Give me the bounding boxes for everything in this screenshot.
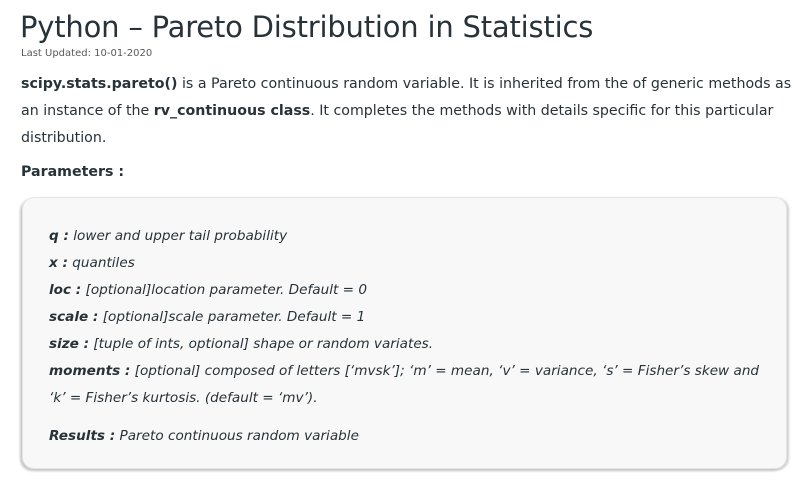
parameter-desc: [optional]location parameter. Default = … (81, 282, 368, 298)
parameter-name: loc : (49, 282, 82, 298)
intro-text-1: is a Pareto continuous random variable. … (21, 76, 792, 119)
class-name: rv_continuous class (153, 103, 311, 119)
parameter-name: moments : (49, 363, 131, 379)
parameter-q: q : lower and upper tail probability (49, 223, 769, 250)
parameter-desc: quantiles (67, 255, 135, 271)
results-desc: Pareto continuous random variable (115, 428, 359, 444)
parameter-list: q : lower and upper tail probability x :… (49, 223, 769, 412)
function-name: scipy.stats.pareto() (21, 76, 178, 92)
parameter-desc: [optional]scale parameter. Default = 1 (98, 309, 366, 325)
intro-paragraph: scipy.stats.pareto() is a Pareto continu… (21, 71, 796, 152)
results-line: Results : Pareto continuous random varia… (49, 423, 359, 450)
parameter-scale: scale : [optional]scale parameter. Defau… (49, 304, 769, 331)
parameter-name: scale : (49, 309, 99, 325)
last-updated: Last Updated: 10-01-2020 (21, 48, 153, 59)
parameter-size: size : [tuple of ints, optional] shape o… (49, 331, 769, 358)
parameter-name: x : (49, 255, 68, 271)
parameters-box: q : lower and upper tail probability x :… (22, 197, 787, 469)
parameter-x: x : quantiles (49, 250, 769, 277)
parameter-loc: loc : [optional]location parameter. Defa… (49, 277, 769, 304)
parameter-desc: [optional] composed of letters [‘mvsk’];… (49, 363, 760, 406)
intro-text-2: . It completes the methods with details … (21, 103, 774, 146)
parameters-heading: Parameters : (21, 164, 125, 180)
page-title: Python – Pareto Distribution in Statisti… (20, 10, 594, 44)
parameter-moments: moments : [optional] composed of letters… (49, 358, 769, 412)
parameter-name: q : (49, 228, 69, 244)
parameter-desc: lower and upper tail probability (68, 228, 288, 244)
parameter-desc: [tuple of ints, optional] shape or rando… (89, 336, 434, 352)
parameter-name: size : (49, 336, 90, 352)
results-label: Results : (49, 428, 116, 444)
